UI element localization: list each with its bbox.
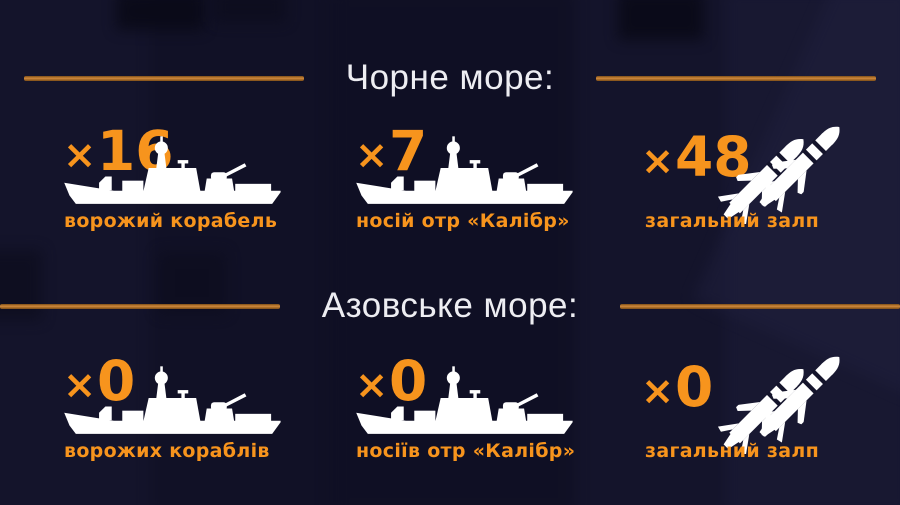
missiles-icon [701, 352, 857, 454]
stat-value: 0 [388, 349, 428, 413]
stat-black-sea-kalibr-carriers: ×7 носій отр «Калібр» [355, 116, 595, 234]
stat-count: ×7 [355, 124, 427, 179]
stat-label: носіїв отр «Калібр» [356, 440, 576, 462]
divider-line-right [620, 303, 900, 309]
stat-label: носій отр «Калібр» [356, 210, 570, 232]
section-title-black-sea: Чорне море: [345, 58, 555, 97]
multiplier-sign: × [355, 361, 389, 408]
stat-value: 0 [674, 355, 714, 419]
divider-line-left [0, 303, 280, 309]
section-azov-sea-header: Азовське море: [0, 284, 900, 328]
stat-label: загальний залп [645, 210, 820, 232]
missiles-icon [701, 122, 857, 224]
stat-black-sea-enemy-ships: ×16 ворожий корабель [63, 116, 303, 234]
stat-azov-sea-enemy-ships: ×0 ворожих кораблів [63, 346, 303, 464]
background-shape [214, 0, 286, 22]
section-black-sea-header: Чорне море: [0, 56, 900, 100]
stat-label: ворожий корабель [64, 210, 278, 232]
multiplier-sign: × [63, 361, 97, 408]
warship-icon [63, 360, 285, 436]
divider-line-left [23, 75, 304, 81]
warship-icon [63, 130, 285, 206]
stat-value: 0 [96, 349, 136, 413]
divider-line-right [596, 75, 877, 81]
stat-azov-sea-kalibr-carriers: ×0 носіїв отр «Калібр» [355, 346, 595, 464]
stat-label: ворожих кораблів [64, 440, 270, 462]
section-title-azov-sea: Азовське море: [321, 286, 579, 325]
warship-icon [355, 130, 577, 206]
background-shape [116, 0, 204, 30]
multiplier-sign: × [355, 131, 389, 178]
background-shape [618, 0, 704, 40]
stat-count: ×0 [355, 354, 427, 409]
stat-black-sea-total-salvo: ×48 загальний залп [627, 116, 867, 234]
multiplier-sign: × [641, 367, 675, 414]
stat-count: ×0 [63, 354, 135, 409]
multiplier-sign: × [63, 131, 97, 178]
stat-value: 7 [388, 119, 428, 183]
stat-count: ×0 [641, 360, 713, 415]
multiplier-sign: × [641, 137, 675, 184]
stat-azov-sea-total-salvo: ×0 загальний залп [627, 346, 867, 464]
stat-label: загальний залп [645, 440, 820, 462]
warship-icon [355, 360, 577, 436]
